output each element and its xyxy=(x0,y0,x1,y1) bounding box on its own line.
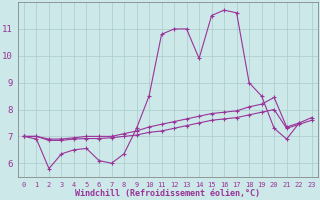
X-axis label: Windchill (Refroidissement éolien,°C): Windchill (Refroidissement éolien,°C) xyxy=(75,189,260,198)
